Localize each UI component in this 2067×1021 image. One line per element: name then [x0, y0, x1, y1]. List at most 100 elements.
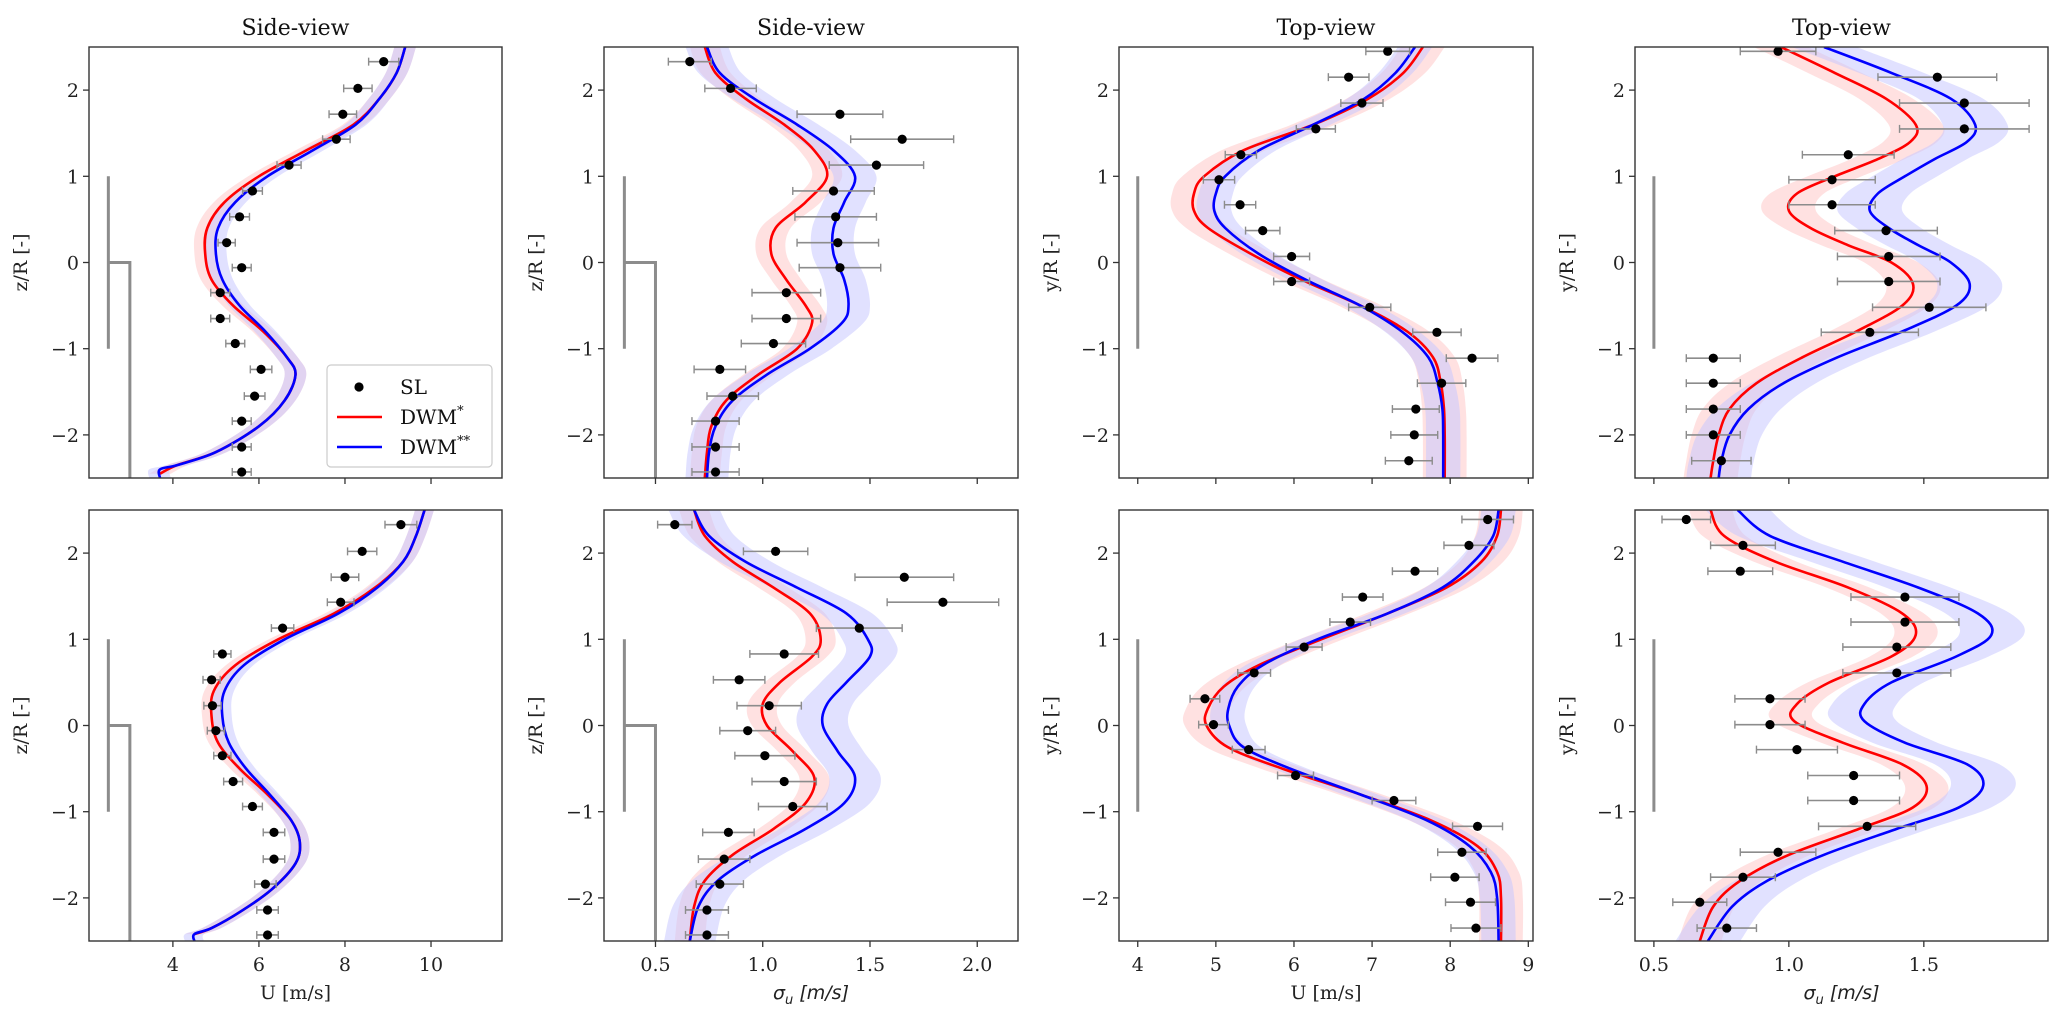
sl-point [1707, 566, 1774, 576]
sl-marker [1432, 327, 1442, 337]
sl-marker [1214, 175, 1224, 185]
sl-marker [1849, 770, 1859, 781]
sl-point [1672, 897, 1728, 907]
sl-marker [1235, 200, 1245, 210]
sl-point [1850, 617, 1960, 627]
sl-marker [854, 623, 864, 633]
sl-point [241, 186, 264, 196]
sl-point [1871, 302, 1987, 312]
sl-point [1661, 514, 1712, 525]
sl-marker [217, 751, 227, 761]
sl-point [1391, 404, 1440, 414]
sl-point [1801, 150, 1895, 160]
legend-label: DWM** [400, 434, 471, 459]
sl-marker [1358, 592, 1368, 602]
sl-point [217, 238, 236, 248]
x-axis-label: U [m/s] [1290, 982, 1361, 1004]
sl-point [798, 263, 882, 273]
sl-marker [715, 364, 725, 374]
sl-point [321, 134, 351, 144]
sl-marker [768, 338, 779, 349]
y-tick-label: 0 [1097, 716, 1109, 738]
y-tick-label: 0 [1097, 253, 1109, 275]
sl-point [1347, 302, 1392, 312]
sl-point [1224, 150, 1258, 160]
sl-point [231, 467, 252, 477]
sl-marker [760, 751, 770, 761]
y-tick-label: −1 [1597, 802, 1625, 824]
plot-area [106, 510, 434, 941]
y-tick-label: −1 [1081, 339, 1109, 361]
x-tick-label: 1.5 [855, 954, 885, 976]
y-axis-label: y/R [-] [1040, 696, 1062, 756]
sl-marker [1344, 72, 1354, 82]
y-tick-label: 1 [582, 629, 594, 651]
sl-point [1445, 353, 1499, 363]
sl-point [1461, 514, 1515, 525]
sl-point [712, 675, 766, 685]
sl-point [854, 572, 955, 582]
sl-marker [250, 391, 260, 401]
sl-marker [710, 442, 721, 452]
sl-marker [217, 649, 227, 659]
dwm1-line [1191, 47, 1447, 478]
sl-marker [269, 854, 279, 864]
y-tick-label: 0 [582, 716, 594, 738]
sl-marker [1862, 821, 1872, 831]
y-axis-label: z/R [-] [10, 233, 32, 291]
sl-marker [1892, 668, 1902, 678]
sl-marker [723, 827, 734, 837]
sl-point [1739, 847, 1817, 857]
sl-marker [1299, 642, 1309, 652]
sl-point [656, 520, 693, 530]
panel-r1c2: −2 −1 0 1 2 z/R [-] Side-view [525, 16, 1019, 484]
sl-marker [1716, 456, 1726, 466]
legend-label: SL [400, 375, 427, 399]
sl-point [751, 776, 818, 787]
x-tick-label: 8 [1444, 954, 1456, 976]
panel-title: Top-view [1276, 16, 1375, 41]
sl-marker [1722, 923, 1732, 933]
x-axis-label: σu [m/s] [773, 982, 849, 1008]
sl-marker [256, 364, 266, 374]
sl-marker [215, 313, 225, 324]
sl-point [256, 930, 279, 940]
sl-marker [734, 675, 744, 685]
sl-point [228, 212, 251, 222]
dwm2-uncertainty-band [685, 47, 877, 478]
sl-point [684, 905, 730, 915]
x-tick-label: 1.5 [1909, 954, 1939, 976]
sl-point [691, 442, 740, 452]
sl-point [1807, 770, 1901, 781]
x-tick-label: 0.5 [1639, 954, 1669, 976]
sl-marker [1773, 47, 1783, 56]
sl-point [206, 726, 226, 736]
sl-marker [260, 879, 270, 889]
sl-marker [871, 160, 882, 170]
sl-marker [1892, 642, 1902, 652]
sl-point [684, 930, 730, 940]
sl-marker [702, 930, 712, 940]
sl-point [256, 905, 279, 915]
sl-point [1450, 923, 1502, 933]
sl-marker [207, 675, 217, 685]
sl-point [704, 83, 758, 93]
sl-point [326, 597, 355, 607]
sl-marker [1472, 821, 1483, 831]
sl-point [1788, 175, 1876, 185]
sl-point [1834, 226, 1939, 236]
legend-label-superscript: * [457, 404, 464, 419]
sl-marker [728, 391, 738, 401]
panel-r2c1: −2 −1 0 1 2 4 6 8 10 z/R [-] U [m/s] [10, 509, 503, 1004]
sl-marker [222, 238, 232, 248]
y-tick-label: 1 [582, 166, 594, 188]
legend-label-text: SL [400, 375, 427, 399]
sl-point [1696, 923, 1758, 933]
sl-point [1231, 745, 1266, 755]
y-tick-label: −2 [1597, 888, 1625, 910]
y-tick-label: −2 [51, 425, 79, 447]
x-axis-label-subscript: u [785, 993, 793, 1008]
sl-point [210, 313, 231, 324]
sl-marker [247, 186, 258, 196]
sl-point [815, 623, 903, 633]
